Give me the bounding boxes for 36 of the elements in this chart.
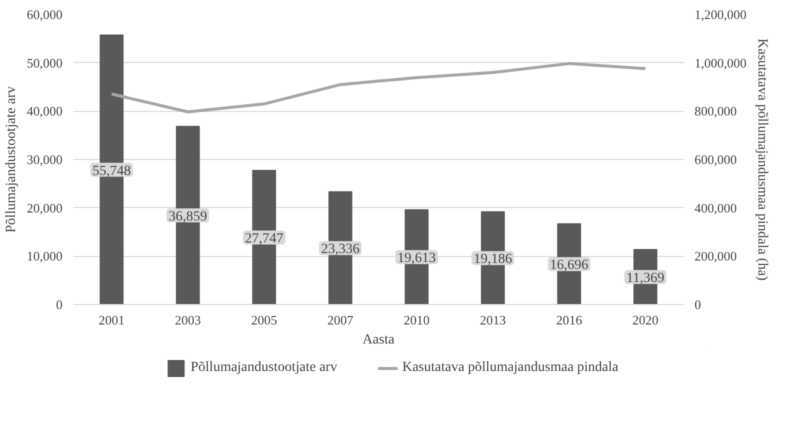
data-label: 23,336 (321, 242, 360, 258)
y-tick-label: 40,000 (26, 104, 62, 119)
x-tick-label: 2020 (632, 312, 658, 328)
x-tick-label: 2010 (404, 312, 430, 328)
x-axis-title: Aasta (362, 332, 396, 348)
y-tick-label: 0 (56, 297, 62, 312)
y2-tick-label: 400,000 (694, 200, 737, 216)
y2-tick-label: 800,000 (694, 104, 737, 119)
data-label: 16,696 (550, 258, 588, 274)
legend-label: Kasutatava põllumajandusmaa pindala (402, 360, 618, 376)
x-tick-label: 2016 (556, 312, 583, 328)
x-tick-label: 2005 (251, 312, 278, 328)
y2-tick-label: 200,000 (694, 248, 737, 264)
y-axis-title: Põllumajandustootjate arv (4, 86, 19, 233)
x-tick-label: 2007 (327, 312, 354, 328)
x-tick-label: 2003 (174, 312, 201, 328)
y2-axis-title: Kasutatava põllumajandusmaa pindala (ha) (754, 38, 770, 281)
y-tick-label: 10,000 (26, 248, 62, 264)
data-label: 27,747 (244, 231, 284, 246)
data-label: 19,186 (474, 252, 512, 268)
y-tick-label: 30,000 (26, 152, 62, 167)
data-label: 19,613 (397, 251, 436, 266)
x-tick-label: 2013 (480, 312, 506, 328)
y-tick-label: 60,000 (26, 7, 62, 22)
data-label: 55,748 (92, 164, 131, 179)
legend-label: Põllumajandustootjate arv (190, 360, 338, 376)
line-series (110, 62, 647, 114)
data-label: 11,369 (626, 271, 664, 286)
y2-tick-label: 1,000,000 (694, 55, 746, 70)
data-label: 36,859 (168, 209, 208, 224)
y2-tick-label: 0 (694, 297, 701, 312)
y-tick-label: 20,000 (26, 200, 62, 216)
y2-tick-label: 600,000 (694, 152, 737, 167)
x-tick-label: 2001 (98, 312, 125, 328)
y2-tick-label: 1,200,000 (694, 7, 746, 22)
y-tick-label: 50,000 (26, 55, 62, 70)
